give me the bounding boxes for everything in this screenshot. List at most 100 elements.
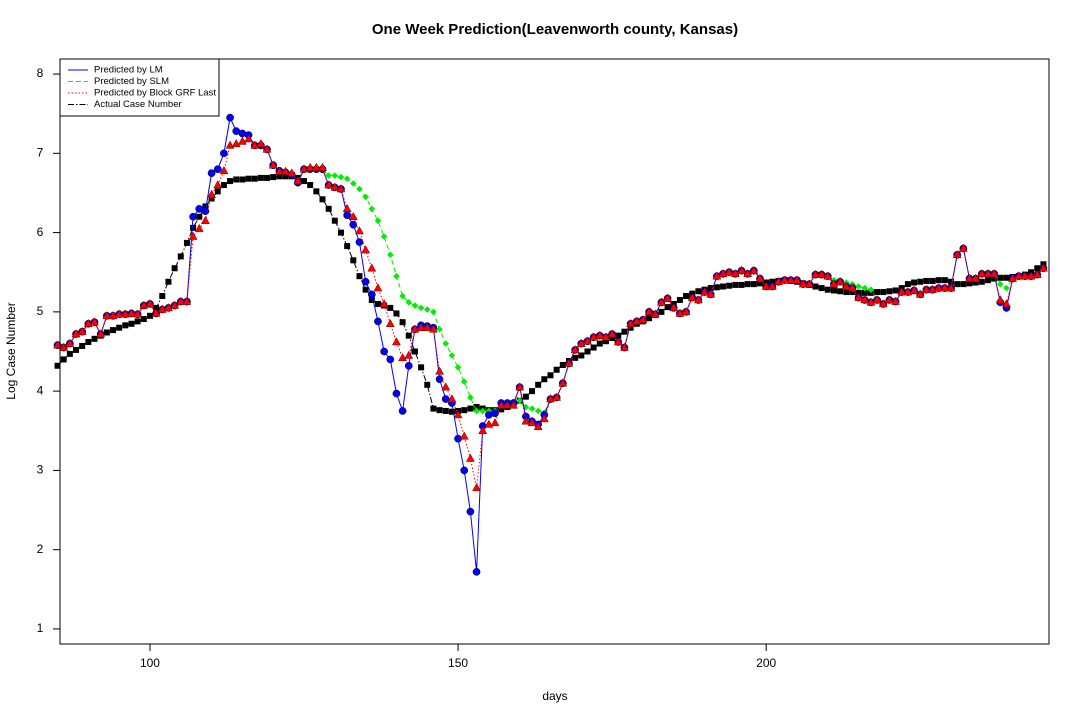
- point: [342, 203, 352, 213]
- point: [578, 352, 585, 359]
- point: [274, 166, 284, 175]
- point: [411, 302, 419, 309]
- point: [818, 285, 825, 292]
- point: [276, 173, 283, 180]
- point: [732, 281, 739, 288]
- point: [374, 217, 382, 225]
- point: [170, 300, 180, 309]
- point: [669, 303, 679, 312]
- point: [502, 400, 512, 409]
- point: [282, 173, 289, 180]
- point: [436, 407, 443, 414]
- point: [713, 284, 720, 291]
- point: [515, 382, 525, 391]
- point: [837, 288, 844, 295]
- point: [404, 361, 413, 370]
- point: [978, 278, 985, 285]
- point: [921, 284, 931, 293]
- point: [774, 276, 783, 285]
- point: [602, 338, 609, 345]
- point: [343, 175, 351, 182]
- point: [904, 281, 911, 288]
- point: [79, 342, 86, 349]
- point: [972, 279, 979, 286]
- point: [350, 180, 357, 187]
- point: [874, 289, 881, 296]
- point: [313, 188, 320, 195]
- point: [720, 283, 727, 290]
- point: [521, 416, 531, 425]
- point: [362, 286, 369, 293]
- point: [305, 162, 315, 171]
- point: [909, 285, 919, 294]
- point: [490, 418, 500, 427]
- point: [737, 265, 746, 274]
- point: [448, 352, 456, 359]
- point: [430, 308, 437, 316]
- point: [256, 138, 266, 148]
- point: [829, 279, 839, 288]
- point: [293, 176, 303, 185]
- point: [307, 182, 314, 189]
- point: [465, 453, 475, 462]
- point: [911, 279, 918, 286]
- point: [460, 378, 468, 385]
- point: [239, 176, 246, 183]
- point: [140, 316, 147, 322]
- point: [422, 322, 432, 331]
- point: [65, 338, 75, 347]
- point: [442, 407, 449, 414]
- point: [423, 306, 431, 313]
- legend-label: Predicted by Block GRF Last: [94, 88, 216, 99]
- point: [424, 381, 431, 388]
- point: [460, 466, 469, 475]
- point: [830, 287, 837, 294]
- point: [411, 348, 418, 355]
- point: [683, 293, 690, 300]
- point: [892, 287, 899, 294]
- point: [952, 249, 962, 259]
- point: [798, 279, 808, 288]
- point: [534, 407, 542, 415]
- point: [843, 289, 850, 296]
- point: [584, 348, 591, 355]
- point: [127, 308, 136, 317]
- point: [208, 195, 215, 202]
- point: [151, 308, 161, 317]
- point: [638, 314, 648, 324]
- point: [473, 403, 480, 410]
- point: [965, 273, 974, 282]
- point: [596, 340, 603, 347]
- point: [374, 317, 382, 326]
- point: [479, 407, 487, 415]
- point: [196, 213, 203, 220]
- chart-title: One Week Prediction(Leavenworth county, …: [372, 21, 738, 38]
- point: [749, 265, 759, 274]
- point: [201, 215, 210, 224]
- point: [337, 229, 344, 236]
- point: [60, 356, 67, 363]
- point: [59, 342, 69, 351]
- point: [386, 355, 395, 364]
- point: [416, 322, 426, 331]
- point: [1002, 299, 1011, 308]
- point: [325, 172, 332, 179]
- point: [849, 289, 856, 296]
- point: [644, 307, 654, 316]
- point: [251, 175, 258, 182]
- point: [472, 568, 481, 576]
- point: [454, 364, 462, 371]
- point: [380, 233, 388, 240]
- point: [940, 283, 950, 292]
- point: [590, 344, 597, 351]
- point: [601, 332, 611, 341]
- point: [676, 296, 683, 303]
- point: [348, 211, 358, 220]
- point: [349, 220, 358, 229]
- point: [977, 268, 987, 278]
- point: [417, 304, 425, 312]
- point: [466, 507, 475, 516]
- point: [572, 354, 579, 361]
- point: [860, 295, 870, 304]
